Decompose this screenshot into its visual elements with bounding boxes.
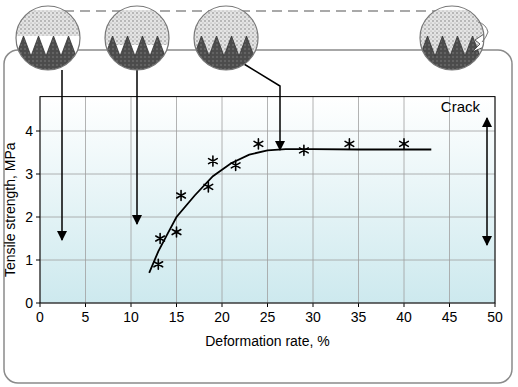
tick-label-y: 1 — [25, 252, 33, 268]
inset — [85, 6, 189, 75]
grid-line-x — [85, 97, 86, 303]
grid-line-x — [131, 97, 132, 303]
chart: 0 5 10 15 20 25 30 35 40 45 50 0 1 2 3 4 Deformation rat… — [0, 0, 518, 387]
arrows — [62, 64, 487, 245]
tick-label-y: 3 — [25, 166, 33, 182]
tick-label-y: 0 — [25, 295, 33, 311]
y-axis-title: Tensile strength, MPa — [2, 142, 18, 277]
annotation: Crack — [441, 98, 481, 115]
tick-y — [36, 217, 40, 218]
teeth — [174, 36, 278, 75]
grid-line-y — [40, 260, 495, 261]
grid-line-x — [267, 97, 268, 303]
tick-x — [40, 303, 41, 307]
x-axis-title: Deformation rate, % — [205, 333, 330, 349]
plot-frame — [40, 97, 495, 303]
inset-border — [16, 6, 80, 70]
plot-background — [40, 97, 495, 303]
teeth — [85, 36, 189, 75]
data-point — [172, 227, 181, 237]
connector — [48, 10, 452, 11]
crack-bulge — [478, 22, 488, 42]
inset-border — [194, 6, 258, 70]
tick-y — [36, 131, 40, 132]
arrow — [244, 64, 280, 150]
arrow — [61, 70, 63, 240]
grid-line-x — [404, 97, 405, 303]
teeth — [0, 36, 100, 75]
tick-label-x: 45 — [442, 309, 458, 325]
grid-line-x — [176, 97, 177, 303]
panel-frame — [4, 50, 512, 383]
tick-label-x: 35 — [351, 309, 367, 325]
tick-label-x: 25 — [260, 309, 276, 325]
inset — [174, 6, 278, 75]
data-point — [345, 139, 354, 149]
tick-x — [404, 303, 405, 307]
grid — [36, 97, 495, 307]
tick-y — [36, 260, 40, 261]
tick-label-x: 30 — [305, 309, 321, 325]
grid-line-y — [40, 217, 495, 218]
grid-line-x — [449, 97, 450, 303]
fit-line — [149, 149, 431, 273]
data-point — [209, 156, 218, 166]
tick-label-x: 50 — [487, 309, 503, 325]
tick-x — [176, 303, 177, 307]
grid-line-x — [222, 97, 223, 303]
data-point — [254, 139, 263, 149]
tick-label-x: 10 — [123, 309, 139, 325]
tick-x — [222, 303, 223, 307]
tick-x — [358, 303, 359, 307]
tick-label-x: 0 — [36, 309, 44, 325]
tick-label-x: 40 — [396, 309, 412, 325]
tick-label-x: 15 — [169, 309, 185, 325]
inset-content — [400, 6, 504, 75]
grid-line-x — [313, 97, 314, 303]
data-point — [300, 145, 309, 155]
inset-content — [85, 6, 189, 75]
inset-content — [174, 6, 278, 75]
data-point — [177, 191, 186, 201]
tick-x — [267, 303, 268, 307]
tick-y — [36, 303, 40, 304]
arrow — [136, 70, 138, 224]
upper-material — [16, 10, 80, 36]
inset-content — [0, 6, 100, 75]
grid-line-y — [40, 131, 495, 132]
tick-y — [36, 174, 40, 175]
tick-label-x: 20 — [214, 309, 230, 325]
grid-line-x — [358, 97, 359, 303]
tick-label-y: 2 — [25, 209, 33, 225]
tick-x — [313, 303, 314, 307]
inset-border — [420, 6, 484, 70]
tick-x — [495, 303, 496, 307]
double-arrow — [486, 118, 488, 245]
tick-x — [131, 303, 132, 307]
inset — [400, 6, 504, 75]
grid-line-y — [40, 174, 495, 175]
tick-x — [449, 303, 450, 307]
tick-label-x: 5 — [82, 309, 90, 325]
tick-x — [85, 303, 86, 307]
inset-border — [105, 6, 169, 70]
inset — [0, 6, 100, 75]
teeth — [400, 36, 504, 75]
data-group — [149, 139, 431, 273]
data-point — [400, 139, 409, 149]
tick-label-y: 4 — [25, 123, 33, 139]
